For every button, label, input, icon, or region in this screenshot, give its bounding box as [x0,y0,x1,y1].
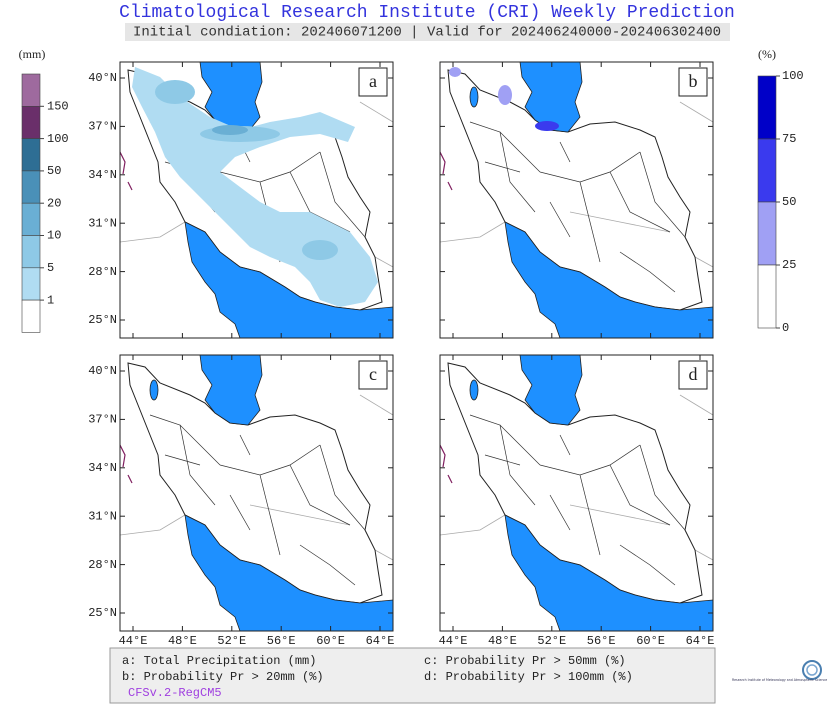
panel-label-box [358,360,388,390]
panel-label-box [678,360,708,390]
legend-label: 100 [782,69,804,83]
lat-label: 25°N [88,313,117,327]
map-panel: c 40°N 37°N 34°N 31°N 28°N 25°N44°E 48°E 52°E 56°… [88,354,395,648]
lat-label: 37°N [88,120,117,134]
prob-area [449,67,461,77]
lon-label: 56°E [587,634,616,648]
basemap [120,355,393,631]
lon-label: 64°E [366,634,395,648]
legend-label: 5 [47,261,54,275]
lon-label: 60°E [636,634,665,648]
lon-label: 60°E [316,634,345,648]
lat-label: 31°N [88,509,117,523]
legend-swatch [21,267,41,301]
legend-label: 25 [782,258,796,272]
lat-label: 34°N [88,168,117,182]
lon-label: 44°E [439,634,468,648]
lon-label: 52°E [217,634,246,648]
map-panel: a 40°N 37°N 34°N 31°N 28°N 25°N [88,61,394,339]
panel-label: a [369,71,377,91]
map-panel: b [439,61,714,339]
lat-label: 28°N [88,265,117,279]
footer-item: a: Total Precipitation (mm) [122,654,316,668]
legend-swatch [21,299,41,333]
panel-frame [439,354,714,632]
legend-swatch [21,235,41,269]
legend-label: 10 [47,229,61,243]
lat-label: 37°N [88,413,117,427]
panel-label-box [358,67,388,97]
panel-frame [119,61,394,339]
legend-label: 150 [47,99,69,113]
panel-frame [119,354,394,632]
lon-label: 44°E [119,634,148,648]
legend-swatch [757,201,777,266]
legend-swatch [757,264,777,329]
panel-label: c [369,364,377,384]
title: Climatological Research Institute (CRI) … [119,3,735,23]
logo-text: Research Institute of Meteorology and At… [732,678,827,682]
legend-label: 100 [47,132,69,146]
prob-area [535,121,559,131]
prob-unit: (%) [758,47,776,61]
lon-label: 64°E [686,634,715,648]
map-panel: d 44°E 48°E 52°E 56°E 60°E 64°E [439,354,715,648]
legend-swatch [21,73,41,107]
legend-label: 1 [47,293,54,307]
legend-swatch [21,138,41,172]
lat-label: 31°N [88,216,117,230]
panel-frame [439,61,714,339]
panel-label: d [689,364,698,384]
footer-item: b: Probability Pr > 20mm (%) [122,670,324,684]
lon-label: 56°E [267,634,296,648]
legend-swatch [21,170,41,204]
legend-label: 50 [47,164,61,178]
legend-label: 20 [47,196,61,210]
subtitle-box [125,23,730,41]
legend-label: 75 [782,132,796,146]
legend-swatch [21,202,41,236]
lon-label: 52°E [537,634,566,648]
lat-label: 40°N [88,71,117,85]
precip-area [212,125,248,135]
lat-label: 40°N [88,364,117,378]
logo: Research Institute of Meteorology and At… [732,660,827,682]
legend-swatch [21,106,41,139]
lon-label: 48°E [488,634,517,648]
legend-label: 0 [782,321,789,335]
precip-area [155,80,195,104]
legend-label: 50 [782,195,796,209]
basemap [440,62,713,338]
subtitle: Initial condiation: 202406071200 | Valid… [133,25,721,41]
precip-unit: (mm) [19,47,46,61]
prob-area [498,85,512,105]
lat-label: 28°N [88,558,117,572]
lat-label: 25°N [88,606,117,620]
footer-item: d: Probability Pr > 100mm (%) [424,670,633,684]
lon-label: 48°E [168,634,197,648]
basemap [440,355,713,631]
precip-area [302,240,338,260]
footer-item: c: Probability Pr > 50mm (%) [424,654,626,668]
panel-label-box [678,67,708,97]
model-name: CFSv.2-RegCM5 [128,686,222,700]
legend-swatch [757,138,777,203]
legend-swatch [757,75,777,140]
lat-label: 34°N [88,461,117,475]
panel-label: b [689,71,698,91]
footer-box [109,647,716,704]
